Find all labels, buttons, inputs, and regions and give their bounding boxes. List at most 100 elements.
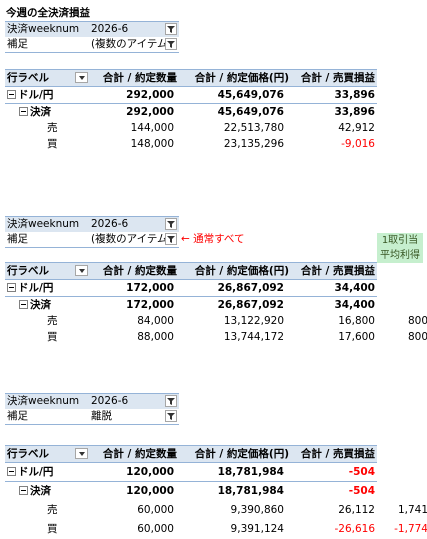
avg-gain-value: 800 — [407, 331, 427, 343]
filter-area-3: 決済weeknum 2026-6 補足 離脱 — [5, 393, 179, 425]
cell-quantity: 292,000 — [126, 89, 174, 101]
collapse-icon[interactable] — [7, 282, 16, 292]
filter-row-note[interactable]: 補足 (複数のアイテム) — [5, 37, 179, 53]
filter-label: 決済weeknum — [7, 395, 80, 407]
cell-price: 23,135,296 — [223, 138, 284, 150]
cell-price: 26,867,092 — [217, 299, 284, 311]
cell-quantity: 60,000 — [137, 504, 174, 516]
cell-price: 13,744,172 — [223, 331, 284, 343]
cell-quantity: 120,000 — [126, 466, 174, 478]
pivot-row-pair[interactable]: ドル/円 120,000 18,781,984 -504 — [5, 463, 377, 482]
pivot-row-sell[interactable]: 売 144,000 22,513,780 42,912 — [5, 120, 377, 136]
row-label: 売 — [47, 504, 58, 516]
cell-price: 45,649,076 — [217, 89, 284, 101]
cell-pnl: -504 — [348, 466, 375, 478]
row-label-text: ドル/円 — [18, 466, 54, 478]
collapse-icon[interactable] — [7, 89, 16, 99]
cell-pnl: 33,896 — [334, 106, 375, 118]
cell-quantity: 84,000 — [137, 315, 174, 327]
filter-label: 補足 — [7, 410, 28, 422]
pivot-row-buy[interactable]: 買 88,000 13,744,172 17,600 800 — [5, 329, 427, 345]
filter-area-2: 決済weeknum 2026-6 補足 (複数のアイテム) — [5, 216, 179, 248]
filter-funnel-icon[interactable] — [165, 23, 177, 35]
cell-quantity: 88,000 — [137, 331, 174, 343]
column-header: 合計 / 約定価格(円) — [194, 72, 289, 84]
column-header: 合計 / 約定数量 — [102, 448, 177, 460]
pivot-table-1: 行ラベル 合計 / 約定数量 合計 / 約定価格(円) 合計 / 売買損益 ドル… — [5, 69, 377, 152]
pivot-row-pair[interactable]: ドル/円 172,000 26,867,092 34,400 — [5, 280, 377, 297]
pivot-row-sell[interactable]: 売 60,000 9,390,860 26,112 1,741 — [5, 501, 427, 520]
pivot-table-3: 行ラベル 合計 / 約定数量 合計 / 約定価格(円) 合計 / 売買損益 ドル… — [5, 445, 427, 539]
filter-row-weeknum[interactable]: 決済weeknum 2026-6 — [5, 216, 179, 232]
filter-funnel-icon[interactable] — [165, 395, 177, 407]
filter-funnel-icon[interactable] — [165, 233, 177, 245]
cell-pnl: 33,896 — [334, 89, 375, 101]
avg-gain-value: 800 — [407, 315, 427, 327]
filter-label: 決済weeknum — [7, 23, 80, 35]
row-label-text: 決済 — [30, 299, 51, 311]
cell-price: 9,391,124 — [230, 523, 284, 535]
avg-gain-value: -1,774 — [394, 523, 427, 535]
pivot-row-buy[interactable]: 買 148,000 23,135,296 -9,016 — [5, 136, 377, 152]
cell-pnl: 17,600 — [338, 331, 375, 343]
pivot-row-settle[interactable]: 決済 292,000 45,649,076 33,896 — [5, 104, 377, 120]
collapse-icon[interactable] — [19, 106, 28, 116]
cell-pnl: 34,400 — [334, 299, 375, 311]
cell-quantity: 148,000 — [130, 138, 174, 150]
filter-value: 2026-6 — [91, 395, 129, 407]
cell-quantity: 60,000 — [137, 523, 174, 535]
column-header: 合計 / 約定価格(円) — [194, 265, 289, 277]
cell-price: 18,781,984 — [217, 466, 284, 478]
pivot-row-sell[interactable]: 売 84,000 13,122,920 16,800 800 — [5, 313, 427, 329]
filter-label: 補足 — [7, 38, 28, 50]
row-label: ドル/円 — [7, 463, 53, 481]
cell-quantity: 172,000 — [126, 299, 174, 311]
pivot-header: 行ラベル 合計 / 約定数量 合計 / 約定価格(円) 合計 / 売買損益 — [5, 445, 377, 463]
row-label-text: 決済 — [30, 485, 51, 497]
filter-label: 決済weeknum — [7, 218, 80, 230]
cell-pnl: 16,800 — [338, 315, 375, 327]
sheet-title: 今週の全決済損益 — [6, 7, 90, 19]
row-label: 買 — [47, 138, 58, 150]
filter-row-weeknum[interactable]: 決済weeknum 2026-6 — [5, 393, 179, 409]
row-label-text: ドル/円 — [18, 282, 54, 294]
column-header: 合計 / 売買損益 — [300, 448, 375, 460]
collapse-icon[interactable] — [7, 466, 16, 476]
filter-value: 2026-6 — [91, 218, 129, 230]
dropdown-arrow-icon[interactable] — [75, 72, 88, 83]
pivot-row-buy[interactable]: 買 60,000 9,391,124 -26,616 -1,774 — [5, 520, 427, 539]
filter-row-note[interactable]: 補足 離脱 — [5, 409, 179, 425]
pivot-header: 行ラベル 合計 / 約定数量 合計 / 約定価格(円) 合計 / 売買損益 — [5, 262, 377, 280]
cell-price: 18,781,984 — [217, 485, 284, 497]
row-label: 決済 — [19, 104, 51, 120]
collapse-icon[interactable] — [19, 485, 28, 495]
avg-gain-label-2: 平均利得 — [377, 248, 423, 263]
row-label: 決済 — [19, 297, 51, 313]
dropdown-arrow-icon[interactable] — [75, 265, 88, 276]
cell-pnl: 34,400 — [334, 282, 375, 294]
row-label-header: 行ラベル — [7, 448, 49, 460]
pivot-row-settle[interactable]: 決済 172,000 26,867,092 34,400 — [5, 297, 377, 313]
cell-quantity: 292,000 — [126, 106, 174, 118]
cell-pnl: 26,112 — [338, 504, 375, 516]
filter-area-1: 決済weeknum 2026-6 補足 (複数のアイテム) — [5, 21, 179, 53]
row-label: ドル/円 — [7, 87, 53, 103]
row-label: ドル/円 — [7, 280, 53, 296]
row-label: 売 — [47, 122, 58, 134]
filter-value: (複数のアイテム) — [91, 38, 172, 50]
cell-pnl: -9,016 — [341, 138, 375, 150]
row-label-header: 行ラベル — [7, 72, 49, 84]
cell-price: 26,867,092 — [217, 282, 284, 294]
column-header: 合計 / 約定数量 — [102, 72, 177, 84]
row-label-text: 決済 — [30, 106, 51, 118]
dropdown-arrow-icon[interactable] — [75, 448, 88, 459]
collapse-icon[interactable] — [19, 299, 28, 309]
column-header: 合計 / 売買損益 — [300, 72, 375, 84]
filter-row-note[interactable]: 補足 (複数のアイテム) — [5, 232, 179, 248]
pivot-row-pair[interactable]: ドル/円 292,000 45,649,076 33,896 — [5, 87, 377, 104]
filter-funnel-icon[interactable] — [165, 218, 177, 230]
filter-row-weeknum[interactable]: 決済weeknum 2026-6 — [5, 21, 179, 37]
pivot-row-settle[interactable]: 決済 120,000 18,781,984 -504 — [5, 482, 377, 501]
filter-funnel-icon[interactable] — [165, 410, 177, 422]
filter-funnel-icon[interactable] — [165, 38, 177, 50]
